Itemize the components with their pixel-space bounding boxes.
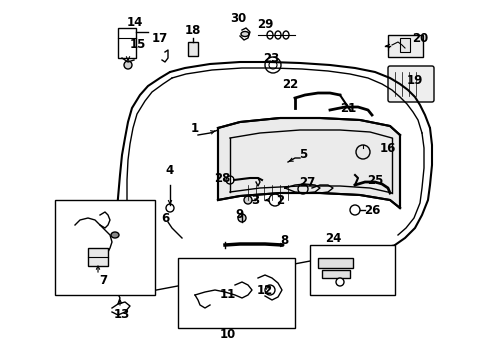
Text: 4: 4 [165, 163, 174, 176]
Bar [309, 245, 394, 295]
Text: 22: 22 [281, 78, 298, 91]
Text: 26: 26 [363, 203, 379, 216]
Text: 5: 5 [298, 148, 306, 162]
Text: 2: 2 [275, 194, 284, 207]
Circle shape [355, 145, 369, 159]
Text: 14: 14 [126, 15, 143, 28]
Text: 9: 9 [235, 208, 244, 221]
Text: 19: 19 [406, 73, 422, 86]
FancyBboxPatch shape [387, 66, 433, 102]
Bar [321, 270, 349, 278]
Ellipse shape [111, 232, 119, 238]
Text: 29: 29 [256, 18, 273, 31]
FancyBboxPatch shape [387, 35, 422, 57]
Text: 30: 30 [229, 12, 245, 24]
Text: 27: 27 [298, 175, 314, 189]
Text: 20: 20 [411, 31, 427, 45]
Bar [399, 38, 409, 52]
Bar [178, 258, 294, 328]
Text: 3: 3 [250, 194, 259, 207]
Circle shape [335, 278, 343, 286]
Text: 11: 11 [220, 288, 236, 302]
Circle shape [165, 204, 174, 212]
Text: 10: 10 [220, 328, 236, 342]
Text: 21: 21 [339, 102, 355, 114]
Text: 15: 15 [129, 39, 146, 51]
Bar [88, 248, 108, 266]
Text: 18: 18 [184, 23, 201, 36]
Text: 28: 28 [213, 171, 230, 184]
Circle shape [124, 61, 132, 69]
Bar [55, 200, 155, 295]
Text: 8: 8 [279, 234, 287, 247]
Text: 13: 13 [114, 309, 130, 321]
Circle shape [244, 196, 251, 204]
Text: 16: 16 [379, 141, 395, 154]
Text: 1: 1 [190, 122, 199, 135]
Polygon shape [218, 118, 399, 208]
Text: 23: 23 [263, 51, 279, 64]
Text: 6: 6 [161, 211, 169, 225]
Bar [118, 28, 136, 58]
Text: 7: 7 [99, 274, 107, 287]
Circle shape [225, 176, 234, 184]
Circle shape [238, 214, 245, 222]
Bar [317, 258, 352, 268]
Text: 24: 24 [324, 231, 341, 244]
Ellipse shape [241, 31, 248, 36]
Text: 25: 25 [366, 174, 383, 186]
Bar [187, 42, 198, 56]
Text: 17: 17 [152, 31, 168, 45]
Text: 12: 12 [256, 284, 273, 297]
Circle shape [349, 205, 359, 215]
